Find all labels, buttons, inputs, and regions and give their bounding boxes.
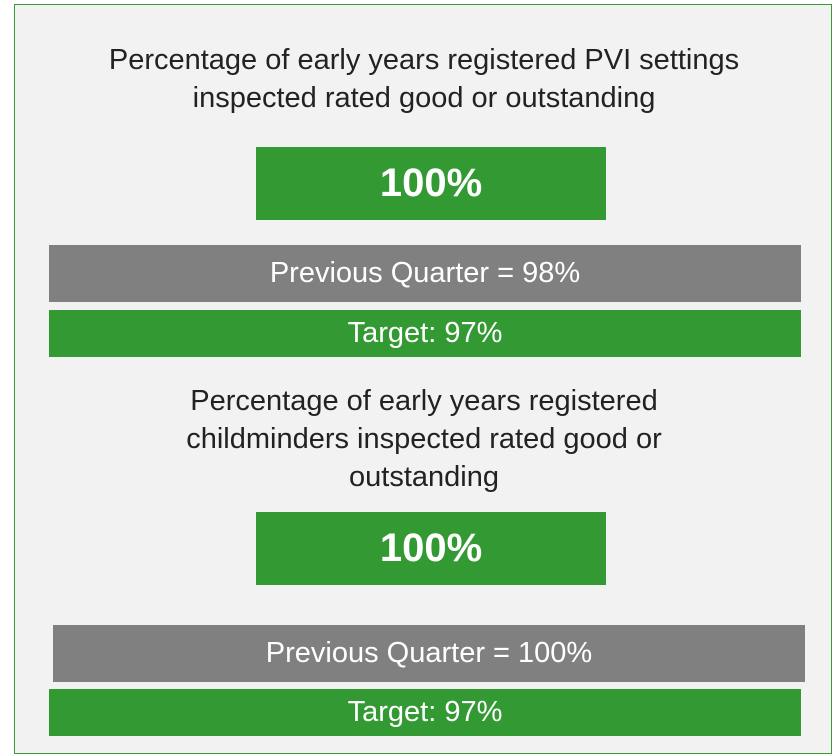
panel: Percentage of early years registered PVI… [14, 4, 832, 754]
kpi-title: Percentage of early years registered chi… [186, 385, 662, 493]
previous-quarter: Previous Quarter = 98% [49, 245, 801, 302]
target: Target: 97% [49, 310, 801, 357]
kpi-value: 100% [256, 512, 606, 585]
kpi-value: 100% [256, 147, 606, 220]
previous-quarter: Previous Quarter = 100% [53, 625, 805, 682]
kpi-title: Percentage of early years registered PVI… [108, 44, 740, 114]
target: Target: 97% [49, 689, 801, 736]
